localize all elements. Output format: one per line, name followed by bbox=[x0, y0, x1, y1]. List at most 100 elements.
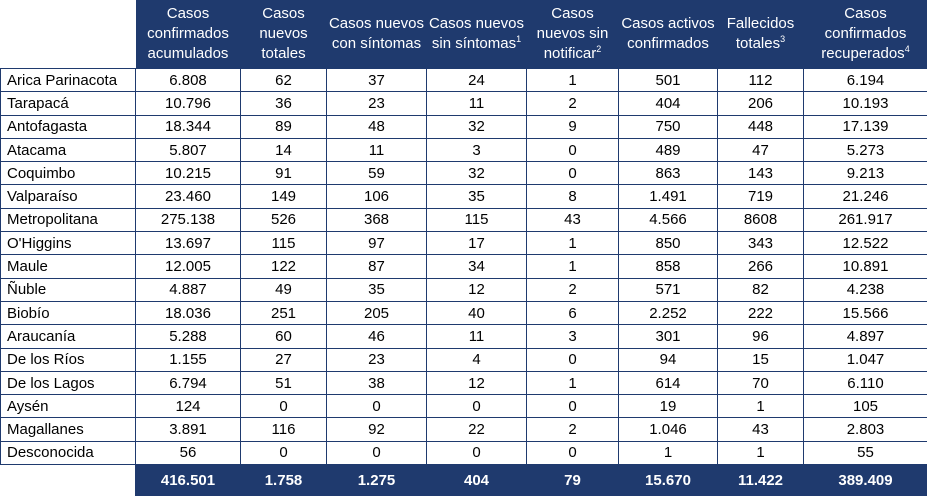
table-cell: 9 bbox=[526, 114, 619, 139]
table-cell: 1 bbox=[526, 231, 619, 256]
table-cell: 17.139 bbox=[803, 114, 927, 139]
table-cell: 112 bbox=[717, 67, 804, 93]
totals-corner bbox=[0, 464, 136, 496]
table-cell: 35 bbox=[426, 184, 527, 209]
table-cell: 14 bbox=[240, 137, 327, 163]
table-cell: 0 bbox=[240, 394, 327, 419]
table-cell: 49 bbox=[240, 277, 327, 302]
table-cell: 4.887 bbox=[135, 277, 241, 302]
column-header: Casos nuevos con síntomas bbox=[326, 0, 427, 69]
table-cell: 571 bbox=[618, 277, 718, 302]
table-cell: 1 bbox=[526, 254, 619, 279]
table-cell: 3 bbox=[426, 137, 527, 163]
table-cell: 0 bbox=[326, 440, 427, 466]
column-header: Casos nuevos sin síntomas1 bbox=[426, 0, 527, 69]
column-header-label: Casos nuevos sin notificar bbox=[536, 5, 609, 62]
table-cell: 23 bbox=[326, 91, 427, 116]
table-cell: 89 bbox=[240, 114, 327, 139]
table-cell: 56 bbox=[135, 440, 241, 466]
table-cell: 4.238 bbox=[803, 277, 927, 302]
table-cell: 205 bbox=[326, 300, 427, 326]
table-cell: 719 bbox=[717, 184, 804, 209]
table-cell: 275.138 bbox=[135, 207, 241, 233]
table-cell: 6.194 bbox=[803, 67, 927, 93]
table-cell: 40 bbox=[426, 300, 527, 326]
column-header: Casos confirmados recuperados4 bbox=[803, 0, 927, 69]
table-cell: 96 bbox=[717, 324, 804, 349]
table-cell: 850 bbox=[618, 231, 718, 256]
table-cell: 2 bbox=[526, 91, 619, 116]
total-cell: 416.501 bbox=[135, 464, 241, 497]
region-name: De los Lagos bbox=[0, 370, 136, 396]
table-cell: 10.193 bbox=[803, 91, 927, 116]
table-row: Maule 12.005 122 87 34 1 858 266 10.891 bbox=[0, 254, 927, 279]
table-cell: 0 bbox=[326, 394, 427, 419]
table-cell: 1 bbox=[526, 370, 619, 396]
region-name: Biobío bbox=[0, 300, 136, 326]
table-cell: 4.566 bbox=[618, 207, 718, 233]
table-row: De los Lagos 6.794 51 38 12 1 614 70 6.110 bbox=[0, 370, 927, 396]
table-cell: 1 bbox=[526, 67, 619, 93]
table-cell: 115 bbox=[240, 231, 327, 256]
table-row: Magallanes 3.891 116 92 22 2 1.046 43 2.803 bbox=[0, 417, 927, 442]
table-row: Tarapacá 10.796 36 23 11 2 404 206 10.193 bbox=[0, 91, 927, 116]
table-cell: 82 bbox=[717, 277, 804, 302]
region-name: Desconocida bbox=[0, 440, 136, 466]
table-cell: 122 bbox=[240, 254, 327, 279]
table-cell: 38 bbox=[326, 370, 427, 396]
region-name: Aysén bbox=[0, 394, 136, 419]
table-cell: 37 bbox=[326, 67, 427, 93]
table-cell: 1 bbox=[717, 394, 804, 419]
table-cell: 97 bbox=[326, 231, 427, 256]
region-name: Maule bbox=[0, 254, 136, 279]
region-name: Magallanes bbox=[0, 417, 136, 442]
table-cell: 3.891 bbox=[135, 417, 241, 442]
table-cell: 105 bbox=[803, 394, 927, 419]
table-cell: 4 bbox=[426, 347, 527, 372]
table-cell: 18.344 bbox=[135, 114, 241, 139]
total-cell: 1.758 bbox=[240, 464, 327, 497]
table-cell: 0 bbox=[526, 347, 619, 372]
table-cell: 614 bbox=[618, 370, 718, 396]
table-cell: 1.046 bbox=[618, 417, 718, 442]
table-cell: 15.566 bbox=[803, 300, 927, 326]
table-cell: 51 bbox=[240, 370, 327, 396]
table-row: De los Ríos 1.155 27 23 4 0 94 15 1.047 bbox=[0, 347, 927, 372]
region-name: O'Higgins bbox=[0, 231, 136, 256]
table-cell: 23 bbox=[326, 347, 427, 372]
column-header-label: Casos confirmados acumulados bbox=[147, 5, 229, 62]
table-cell: 47 bbox=[717, 137, 804, 163]
region-name: Arica Parinacota bbox=[0, 67, 136, 93]
table-cell: 301 bbox=[618, 324, 718, 349]
table-cell: 1 bbox=[717, 440, 804, 466]
table-cell: 0 bbox=[526, 137, 619, 163]
table-cell: 32 bbox=[426, 114, 527, 139]
table-cell: 27 bbox=[240, 347, 327, 372]
table-cell: 149 bbox=[240, 184, 327, 209]
region-name: Atacama bbox=[0, 137, 136, 163]
total-cell: 79 bbox=[526, 464, 619, 497]
table-cell: 2.252 bbox=[618, 300, 718, 326]
table-cell: 13.697 bbox=[135, 231, 241, 256]
totals-row: 416.501 1.758 1.275 404 79 15.670 11.422 389.40… bbox=[0, 464, 927, 497]
table-cell: 526 bbox=[240, 207, 327, 233]
table-cell: 18.036 bbox=[135, 300, 241, 326]
table-cell: 87 bbox=[326, 254, 427, 279]
column-header-label: Casos nuevos con síntomas bbox=[328, 15, 425, 52]
table-cell: 750 bbox=[618, 114, 718, 139]
table-cell: 10.215 bbox=[135, 161, 241, 186]
column-header-label: Fallecidos totales bbox=[726, 15, 795, 52]
table-row: Araucanía 5.288 60 46 11 3 301 96 4.897 bbox=[0, 324, 927, 349]
table-cell: 15 bbox=[717, 347, 804, 372]
table-cell: 261.917 bbox=[803, 207, 927, 233]
table-cell: 12 bbox=[426, 370, 527, 396]
table-row: Valparaíso 23.460 149 106 35 8 1.491 719 21.246 bbox=[0, 184, 927, 209]
table-cell: 5.273 bbox=[803, 137, 927, 163]
column-header-label: Casos nuevos totales bbox=[259, 5, 308, 62]
total-cell: 404 bbox=[426, 464, 527, 497]
table-cell: 32 bbox=[426, 161, 527, 186]
table-row: Aysén 124 0 0 0 0 19 1 105 bbox=[0, 394, 927, 419]
table-cell: 55 bbox=[803, 440, 927, 466]
table-cell: 11 bbox=[326, 137, 427, 163]
